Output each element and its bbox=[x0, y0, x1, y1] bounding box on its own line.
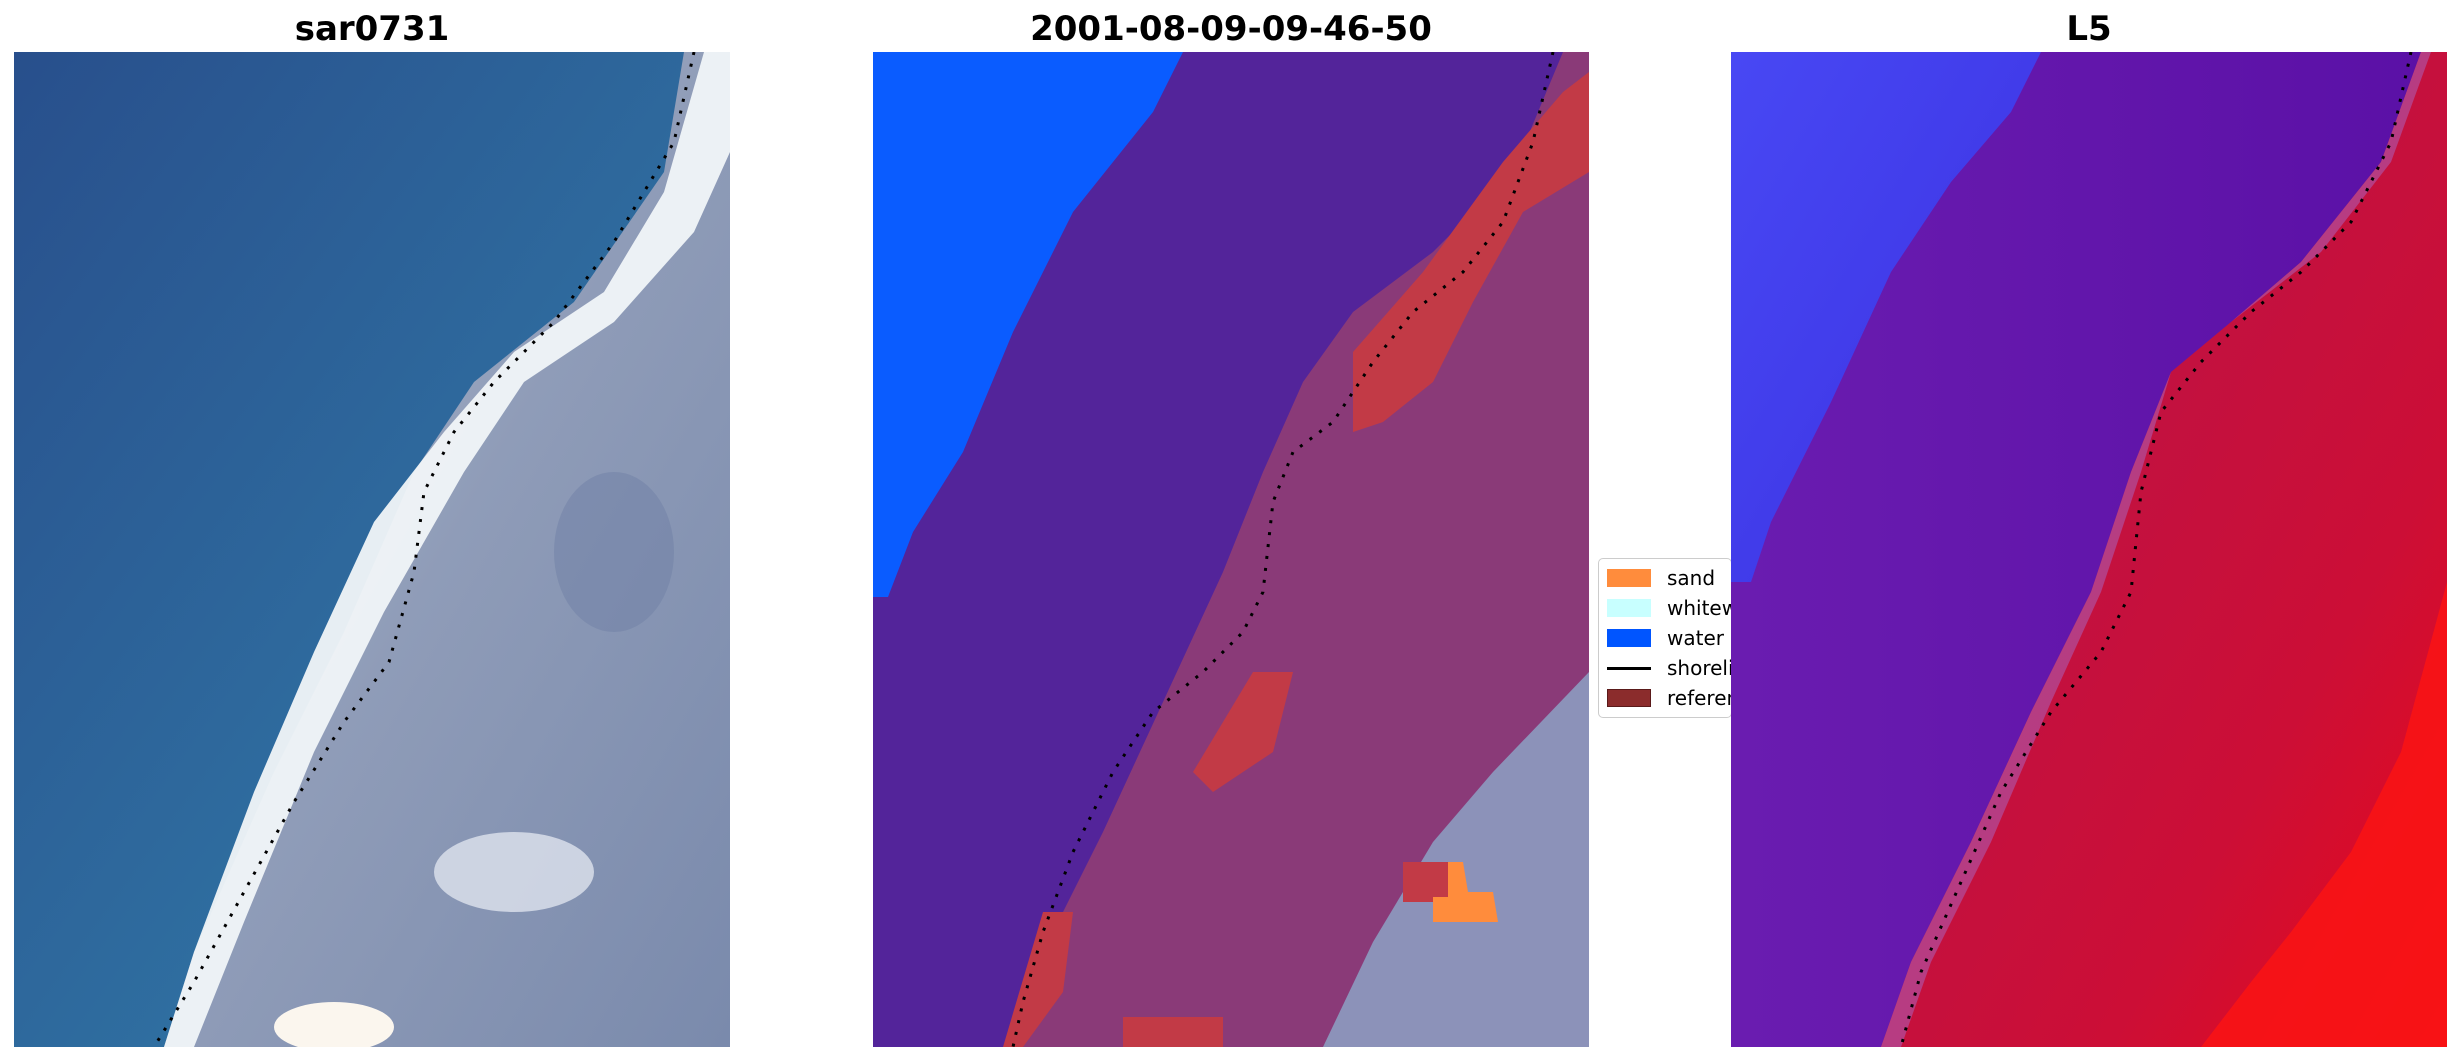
reference-region-top bbox=[1353, 72, 1589, 432]
l5-image bbox=[1731, 52, 2447, 1047]
classification-panel bbox=[873, 52, 1589, 1047]
legend-label-water: water bbox=[1667, 626, 1724, 650]
legend-item-water: water bbox=[1607, 625, 1724, 651]
shoreline-rgb bbox=[152, 52, 696, 1047]
legend-label-reference: reference bbox=[1667, 686, 1731, 710]
shoreline-l5 bbox=[1899, 52, 2413, 1047]
water-class-region bbox=[873, 52, 1183, 597]
classification-image bbox=[873, 52, 1589, 1047]
whitewater-swatch bbox=[1607, 599, 1651, 617]
l5-panel bbox=[1731, 52, 2447, 1047]
panel-title-classification: 2001-08-09-09-46-50 bbox=[1030, 9, 1432, 49]
panel-title-rgb: sar0731 bbox=[294, 9, 450, 49]
shoreline-swatch bbox=[1607, 666, 1651, 670]
reference-swatch bbox=[1607, 689, 1651, 707]
legend-item-reference: reference bbox=[1607, 685, 1731, 711]
legend-item-shoreline: shoreline bbox=[1607, 655, 1731, 681]
rgb-image bbox=[14, 52, 730, 1047]
l5-water-region bbox=[1731, 52, 2041, 582]
sand-class-region bbox=[1433, 862, 1498, 922]
legend-label-sand: sand bbox=[1667, 566, 1716, 590]
sand-swatch bbox=[1607, 569, 1651, 587]
legend-item-sand: sand bbox=[1607, 565, 1715, 591]
shoreline-classification bbox=[1011, 52, 1555, 1047]
legend-label-shoreline: shoreline bbox=[1667, 656, 1731, 680]
panel-title-l5: L5 bbox=[2066, 9, 2112, 49]
water-swatch bbox=[1607, 629, 1651, 647]
l5-land-region bbox=[1881, 52, 2447, 1047]
rgb-image-panel bbox=[14, 52, 730, 1047]
